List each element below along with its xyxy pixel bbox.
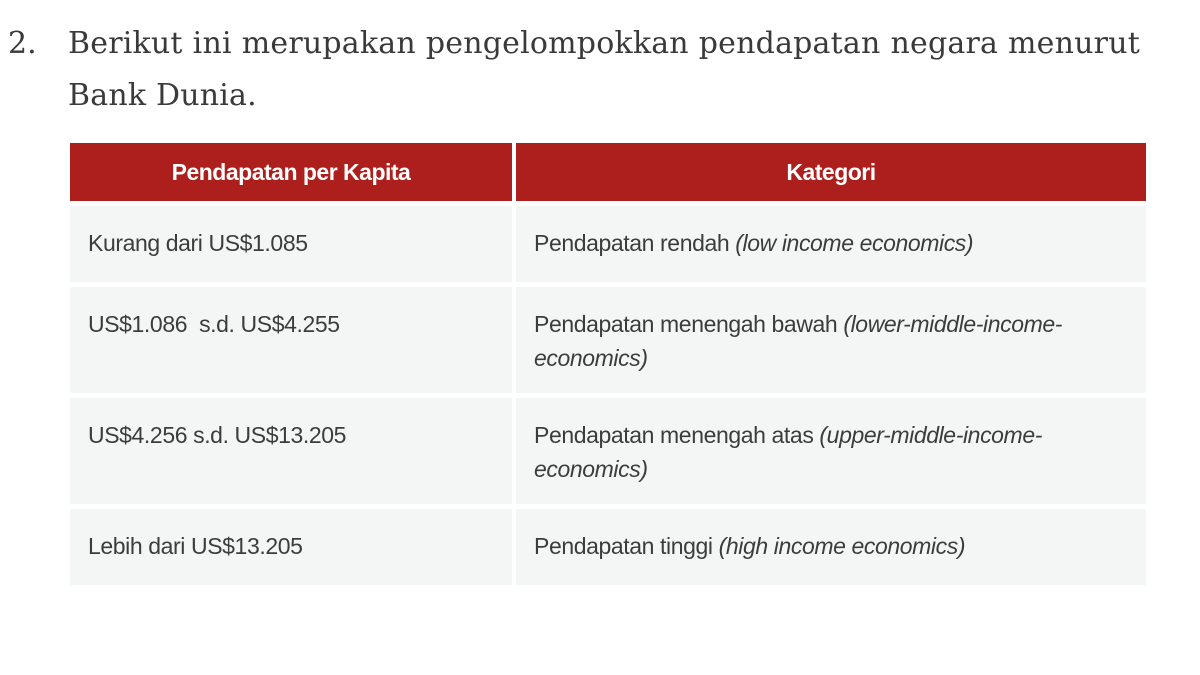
- category-label: Pendapatan tinggi: [534, 533, 713, 559]
- category-cell: Pendapatan tinggi (high income economics…: [516, 504, 1146, 585]
- table-row: Lebih dari US$13.205 Pendapatan tinggi (…: [70, 504, 1146, 585]
- category-english-label: (lower-middle-income-economics): [534, 311, 1063, 371]
- table-row: Kurang dari US$1.085 Pendapatan rendah (…: [70, 201, 1146, 282]
- income-classification-table: Pendapatan per Kapita Kategori Kurang da…: [70, 143, 1146, 585]
- question-number: 2.: [8, 26, 37, 61]
- category-label: Pendapatan menengah bawah: [534, 311, 838, 337]
- category-label: Pendapatan menengah atas: [534, 422, 814, 448]
- category-label: Pendapatan rendah: [534, 230, 730, 256]
- category-english-label: (high income economics): [718, 533, 966, 559]
- question-text: Berikut ini merupakan pengelompokkan pen…: [68, 26, 1140, 113]
- category-cell: Pendapatan rendah (low income economics): [516, 201, 1146, 282]
- table-row: US$1.086 s.d. US$4.255 Pendapatan meneng…: [70, 282, 1146, 393]
- category-english-label: (low income economics): [735, 230, 974, 256]
- category-english-label: (upper-middle-income-economics): [534, 422, 1042, 482]
- category-cell: Pendapatan menengah bawah (lower-middle-…: [516, 282, 1146, 393]
- income-range-cell: Lebih dari US$13.205: [70, 504, 516, 585]
- table-row: US$4.256 s.d. US$13.205 Pendapatan menen…: [70, 393, 1146, 504]
- income-range-cell: Kurang dari US$1.085: [70, 201, 516, 282]
- table-header-row: Pendapatan per Kapita Kategori: [70, 143, 1146, 201]
- income-range-cell: US$1.086 s.d. US$4.255: [70, 282, 516, 393]
- income-range-cell: US$4.256 s.d. US$13.205: [70, 393, 516, 504]
- header-category: Kategori: [516, 143, 1146, 201]
- header-income-per-capita: Pendapatan per Kapita: [70, 143, 516, 201]
- category-cell: Pendapatan menengah atas (upper-middle-i…: [516, 393, 1146, 504]
